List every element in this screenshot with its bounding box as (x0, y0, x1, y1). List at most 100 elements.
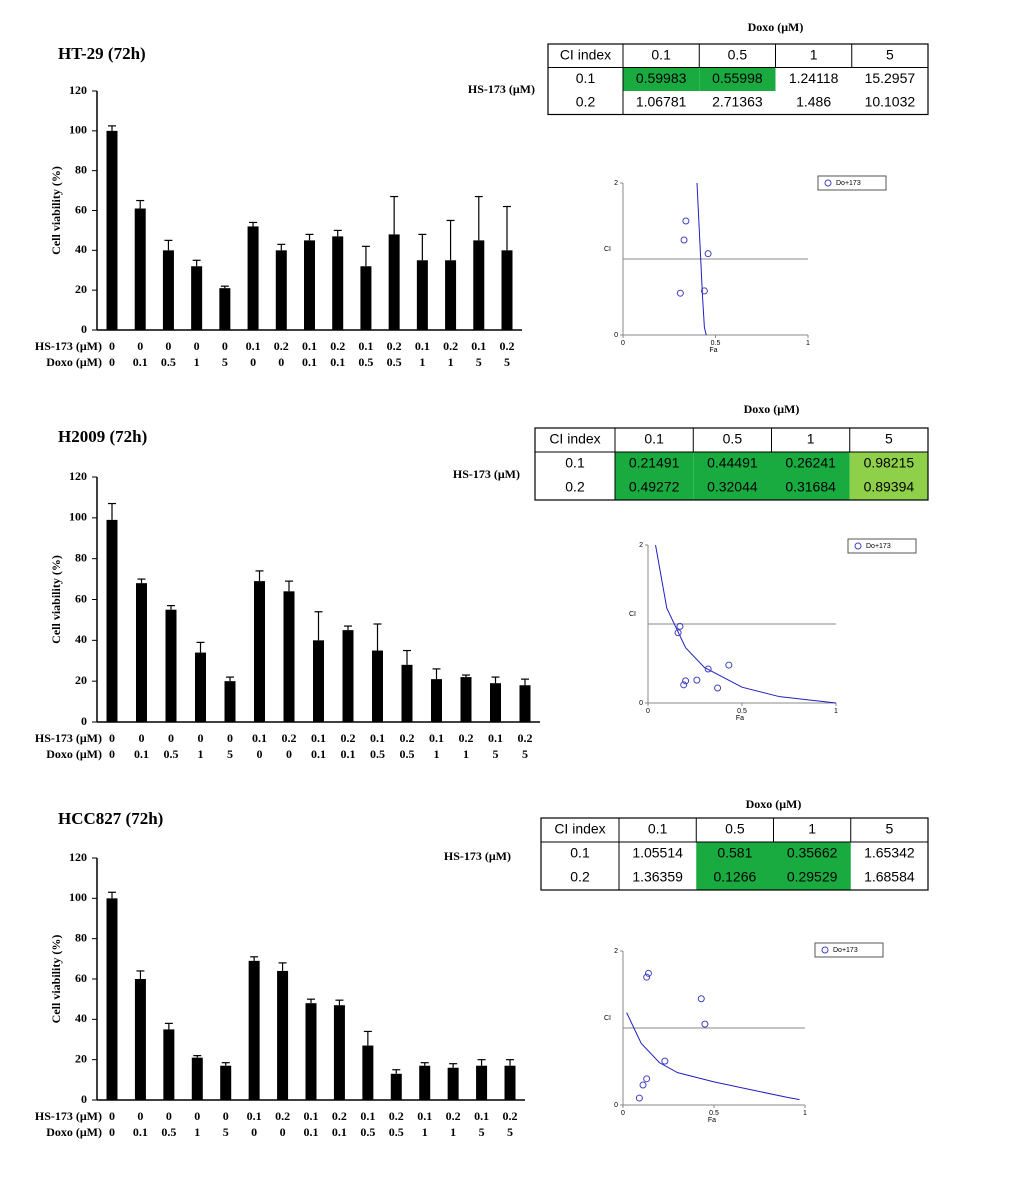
bar (134, 208, 146, 330)
data-point (676, 289, 684, 297)
x-tick-label: 5 (223, 1125, 229, 1139)
table-border (540, 817, 929, 891)
bar (313, 640, 324, 722)
x-tick-label: 0.5 (358, 355, 373, 369)
column-group-label: Doxo (μM) (746, 797, 802, 811)
x-tick-label: 1 (803, 1110, 807, 1117)
table-cell: 0.2 (570, 869, 590, 885)
fit-curve (696, 182, 707, 336)
table-header-cell: 0.1 (644, 431, 664, 447)
data-point (680, 236, 688, 244)
bar (191, 1057, 203, 1100)
x-tick-label: 0.1 (341, 747, 356, 761)
y-tick-label: 20 (75, 1051, 87, 1065)
table-cell: 2.71363 (712, 93, 763, 109)
data-point (643, 1075, 651, 1083)
x-tick-label: 0.5 (737, 708, 747, 715)
x-tick-label: 0.2 (330, 339, 345, 353)
cell-highlight (771, 476, 850, 500)
legend-marker (854, 542, 862, 550)
y-axis-label: CI (604, 1015, 611, 1022)
y-tick-label: 100 (69, 510, 87, 524)
bar (519, 685, 531, 722)
x-tick-label: 0 (251, 1125, 257, 1139)
y-tick-label: 80 (75, 550, 87, 564)
table-cell: 0.44491 (707, 455, 758, 471)
table-border (547, 43, 929, 116)
cell-highlight (849, 452, 928, 476)
x-axis-label: Fa (736, 715, 744, 722)
y-tick-label: 0 (614, 1102, 618, 1109)
y-tick-label: 80 (75, 162, 87, 176)
x-tick-label: 0.2 (341, 731, 356, 745)
table-cell: 0.55998 (712, 70, 763, 86)
table-cell: 0.1266 (713, 869, 756, 885)
bar (136, 583, 147, 722)
x-tick-label: 5 (476, 355, 482, 369)
x-tick-label: 0.1 (474, 1109, 489, 1123)
bar (445, 260, 457, 330)
legend-label: Do+173 (833, 947, 858, 954)
bar (390, 1073, 402, 1100)
bar (360, 266, 372, 330)
data-point (697, 995, 705, 1003)
bar (388, 234, 400, 330)
bar (248, 960, 260, 1100)
chart-title: HCC827 (72h) (58, 809, 163, 828)
x-tick-label: 0.5 (387, 355, 402, 369)
table-header-cell: 0.1 (648, 821, 668, 837)
y-tick-label: 0 (614, 332, 618, 339)
column-group-label: Doxo (μM) (748, 20, 804, 34)
table-header-cell: 1 (810, 46, 818, 62)
y-tick-label: 60 (75, 202, 87, 216)
bar (431, 679, 442, 722)
x-tick-label: 0.1 (415, 339, 430, 353)
bar (277, 970, 289, 1100)
x-tick-label: 0.1 (429, 731, 444, 745)
bar (342, 630, 354, 722)
x-tick-label: 0 (621, 1110, 625, 1117)
x-tick-label: 5 (227, 747, 233, 761)
x-tick-label: 1 (834, 708, 838, 715)
x-tick-label: 5 (504, 355, 510, 369)
bar (283, 591, 295, 722)
legend-marker (824, 179, 832, 187)
y-tick-label: 120 (69, 469, 87, 483)
cell-highlight (693, 476, 772, 500)
bar (134, 979, 146, 1100)
x-tick-label: 0 (109, 1109, 115, 1123)
fit-curve (626, 1012, 800, 1101)
y-tick-label: 40 (75, 1011, 87, 1025)
bar (419, 1065, 431, 1100)
table-cell: 0.1 (565, 455, 585, 471)
cell-highlight (773, 842, 851, 866)
x-row-label: Doxo (μM) (46, 1125, 102, 1139)
x-tick-label: 0.1 (471, 339, 486, 353)
x-tick-label: 1 (194, 355, 200, 369)
x-tick-label: 0.2 (518, 731, 533, 745)
legend-marker (821, 946, 829, 954)
table-header-cell: CI index (560, 46, 611, 62)
x-tick-label: 0 (286, 747, 292, 761)
x-tick-label: 0.1 (304, 1109, 319, 1123)
data-point (644, 969, 652, 977)
table-cell: 1.36359 (632, 869, 683, 885)
chart-title: HT-29 (72h) (58, 44, 146, 63)
bar (106, 130, 118, 330)
table-header-cell: 0.5 (725, 821, 745, 837)
bar (504, 1065, 516, 1100)
data-point (725, 661, 733, 669)
fit-curve (655, 544, 837, 704)
bar (490, 683, 501, 722)
table-cell: 1.486 (796, 93, 831, 109)
bar (220, 1065, 232, 1100)
cell-highlight (849, 476, 928, 500)
data-point (704, 665, 712, 673)
y-tick-label: 60 (75, 971, 87, 985)
table-cell: 1.05514 (632, 845, 683, 861)
table-header-cell: 5 (885, 431, 893, 447)
y-tick-label: 0 (81, 714, 87, 728)
y-axis-label: CI (629, 611, 636, 618)
bar (247, 226, 259, 330)
